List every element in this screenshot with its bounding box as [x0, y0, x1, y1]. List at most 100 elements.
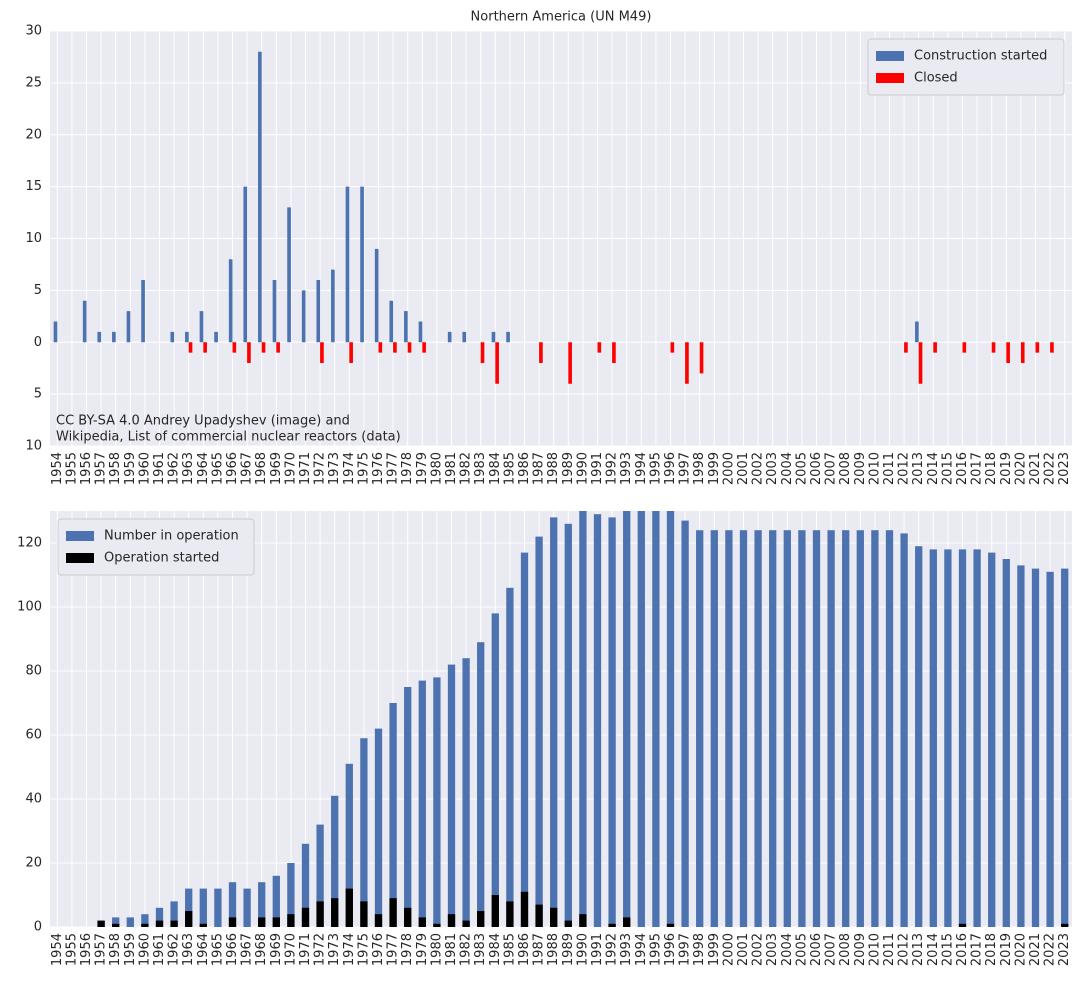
- bar: [491, 331, 496, 343]
- bar: [170, 920, 178, 927]
- bar: [491, 613, 499, 927]
- bar: [316, 824, 324, 927]
- x-tick-label: 1963: [181, 452, 196, 485]
- x-tick-label: 1996: [663, 452, 678, 485]
- x-tick-label: 1991: [590, 933, 605, 966]
- x-tick-label: 1960: [137, 933, 152, 966]
- bar: [608, 923, 616, 927]
- bar: [393, 342, 397, 353]
- x-tick-label: 1971: [298, 452, 313, 485]
- bar: [1050, 342, 1054, 353]
- x-tick-label: 2014: [926, 933, 941, 966]
- bar: [958, 923, 967, 927]
- bar: [345, 763, 353, 927]
- bar: [856, 530, 864, 927]
- x-tick-label: 2003: [765, 933, 780, 966]
- bar: [112, 923, 120, 927]
- bar: [593, 514, 602, 927]
- bar: [404, 311, 408, 343]
- x-tick-label: 1998: [692, 452, 707, 485]
- bar: [506, 331, 510, 343]
- y-tick-label: 100: [17, 600, 42, 615]
- bar: [579, 914, 587, 927]
- x-tick-label: 1990: [575, 933, 590, 966]
- x-tick-label: 1988: [546, 452, 561, 485]
- legend-label: Operation started: [104, 551, 219, 566]
- x-tick-label: 1986: [517, 452, 532, 485]
- x-tick-label: 1982: [459, 452, 474, 485]
- x-tick-label: 2008: [838, 933, 853, 966]
- bar: [462, 920, 470, 927]
- y-tick-label: 25: [25, 75, 42, 90]
- bar: [477, 642, 485, 927]
- bar: [214, 331, 218, 343]
- bar: [199, 923, 207, 927]
- bar: [1002, 559, 1010, 927]
- x-tick-label: 2023: [1057, 933, 1072, 966]
- bar: [199, 888, 207, 927]
- x-tick-label: 2011: [882, 933, 897, 966]
- y-tick-label: 60: [25, 728, 42, 743]
- bar: [258, 882, 266, 927]
- bar: [276, 342, 280, 353]
- y-tick-label: 120: [17, 536, 42, 551]
- x-tick-label: 2012: [897, 452, 912, 485]
- x-tick-label: 2016: [955, 452, 970, 485]
- bar: [962, 342, 967, 353]
- bar: [422, 342, 426, 353]
- x-tick-label: 1963: [181, 933, 196, 966]
- x-tick-label: 1996: [663, 933, 678, 966]
- x-tick-label: 1979: [415, 452, 430, 485]
- x-tick-label: 1977: [386, 452, 401, 485]
- x-tick-label: 1971: [298, 933, 313, 966]
- legend-swatch: [876, 51, 904, 61]
- x-tick-label: 1958: [108, 452, 123, 485]
- x-tick-label: 2013: [911, 933, 926, 966]
- x-tick-label: 1984: [488, 452, 503, 485]
- x-tick-label: 2015: [940, 933, 955, 966]
- bar: [214, 888, 222, 927]
- bar: [462, 331, 467, 343]
- x-tick-label: 2006: [809, 933, 824, 966]
- bar: [520, 891, 529, 927]
- y-tick-label: 5: [34, 387, 42, 402]
- bar: [798, 530, 806, 927]
- bar: [360, 901, 368, 927]
- bar: [842, 530, 850, 927]
- bar: [739, 530, 748, 927]
- bar: [170, 901, 178, 927]
- legend-swatch: [66, 531, 94, 541]
- x-tick-label: 1954: [50, 452, 65, 485]
- x-tick-label: 2005: [794, 452, 809, 485]
- x-tick-label: 1976: [371, 933, 386, 966]
- x-tick-label: 2020: [1013, 452, 1028, 485]
- bar: [155, 907, 164, 927]
- x-tick-label: 1957: [94, 452, 109, 485]
- bar: [637, 511, 645, 927]
- x-tick-label: 1979: [415, 933, 430, 966]
- x-tick-label: 1995: [648, 933, 663, 966]
- bar: [301, 843, 310, 927]
- bar: [185, 911, 193, 927]
- legend-label: Closed: [914, 71, 958, 86]
- bar: [477, 911, 485, 927]
- bar: [550, 907, 558, 927]
- bar: [141, 280, 145, 343]
- bar: [331, 269, 335, 343]
- x-tick-label: 1956: [79, 933, 94, 966]
- bar: [681, 520, 689, 927]
- bar: [287, 914, 295, 927]
- bar: [991, 342, 996, 353]
- bar: [612, 342, 616, 363]
- x-tick-label: 1992: [605, 452, 620, 485]
- x-tick-label: 1974: [342, 933, 357, 966]
- y-tick-label: 0: [34, 920, 42, 935]
- x-tick-label: 1983: [473, 452, 488, 485]
- x-tick-label: 2017: [970, 452, 985, 485]
- bar: [623, 917, 631, 927]
- bar: [261, 342, 266, 353]
- y-tick-label: 10: [25, 231, 42, 246]
- x-tick-label: 1970: [283, 452, 298, 485]
- x-tick-label: 1964: [196, 933, 211, 966]
- bar: [696, 530, 704, 927]
